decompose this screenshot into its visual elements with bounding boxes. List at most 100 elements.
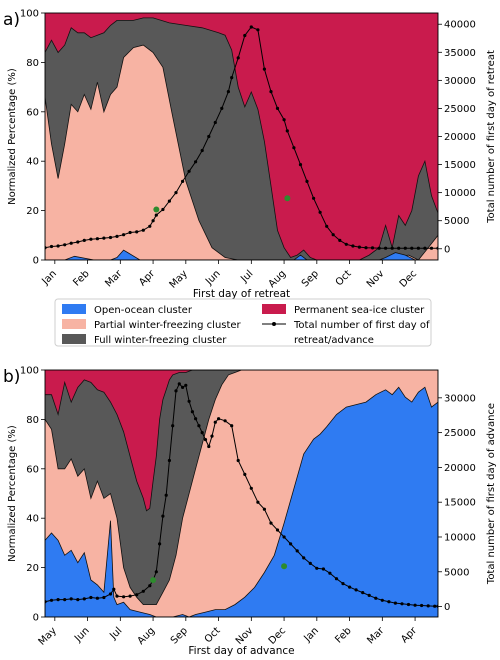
total-point xyxy=(249,486,253,490)
y2-tick-label: 20000 xyxy=(444,463,476,474)
x-tick-label: Dec xyxy=(267,625,288,646)
total-point xyxy=(374,596,378,600)
total-point xyxy=(367,593,371,598)
y2-tick-label: 10000 xyxy=(444,532,476,543)
x-tick-label: Feb xyxy=(333,625,353,645)
total-point xyxy=(154,570,158,574)
total-point xyxy=(95,237,99,241)
panel-a-chart: 0 20 40 60 80 100 0 5000 10000 15000 20000 25000 300… xyxy=(3,9,497,301)
legend-label: Permanent sea-ice cluster xyxy=(294,305,425,316)
x-tick-label: Apr xyxy=(137,268,158,289)
x-tick-label: Jan xyxy=(40,268,59,287)
total-point xyxy=(275,106,280,110)
y2-tick-label: 5000 xyxy=(444,216,469,227)
total-point xyxy=(315,566,319,570)
total-point xyxy=(217,417,221,421)
total-point xyxy=(400,602,404,606)
legend-swatch-permanent xyxy=(262,304,286,314)
y2-tick-label: 25000 xyxy=(444,428,476,439)
x-tick-label: Jan xyxy=(302,625,321,644)
total-point xyxy=(82,597,86,601)
total-point xyxy=(384,246,388,250)
total-point xyxy=(298,163,303,167)
total-point xyxy=(403,246,407,250)
total-point xyxy=(177,382,181,386)
y2-tick-label: 40000 xyxy=(444,20,476,31)
total-point xyxy=(102,595,106,600)
x-tick-label: Oct xyxy=(203,625,223,645)
legend-label: Partial winter-freezing cluster xyxy=(94,320,242,331)
total-point xyxy=(364,246,368,250)
y-tick-label: 20 xyxy=(26,206,39,217)
stacked-areas xyxy=(45,13,438,260)
total-point xyxy=(63,243,67,247)
total-point xyxy=(295,549,299,553)
total-highlight-point xyxy=(150,577,157,584)
total-point xyxy=(312,196,316,200)
x-tick-label: May xyxy=(168,268,190,290)
y-tick-label: 0 xyxy=(33,613,39,624)
total-point xyxy=(243,472,247,476)
total-point xyxy=(181,385,185,389)
total-point xyxy=(115,234,119,238)
total-point xyxy=(236,458,240,463)
total-point xyxy=(213,120,217,125)
y-tick-label: 60 xyxy=(26,464,39,475)
total-point xyxy=(128,594,132,598)
y-tick-label: 80 xyxy=(26,415,39,426)
total-point xyxy=(102,236,106,240)
y2-tick-label: 5000 xyxy=(444,567,469,578)
x-tick-label: Jul xyxy=(238,268,255,285)
total-point xyxy=(194,417,198,421)
total-point xyxy=(338,238,342,242)
total-point xyxy=(141,228,145,232)
total-point xyxy=(256,500,260,504)
total-point xyxy=(285,129,289,133)
x-tick-label: May xyxy=(37,625,59,647)
total-point xyxy=(387,600,391,604)
total-point xyxy=(161,207,165,212)
total-point xyxy=(262,507,266,511)
total-point xyxy=(190,410,194,414)
total-point xyxy=(262,67,266,71)
y2-tick-label: 30000 xyxy=(444,393,476,404)
total-point xyxy=(141,589,145,593)
total-point xyxy=(213,420,217,424)
total-point xyxy=(171,424,175,428)
plot-frame xyxy=(44,369,439,618)
y2-axis-label: Total number of first day of advance xyxy=(486,403,497,585)
total-point xyxy=(249,25,253,29)
total-point xyxy=(89,237,93,241)
x-tick-label: Mar xyxy=(103,268,125,290)
x-tick-label: Oct xyxy=(334,268,354,288)
total-point xyxy=(318,210,322,214)
total-point xyxy=(76,598,80,602)
total-point xyxy=(197,424,201,428)
x-tick-label: Apr xyxy=(399,625,420,646)
total-point xyxy=(370,246,375,250)
x-tick-label: Aug xyxy=(136,625,158,647)
total-point xyxy=(148,224,152,228)
total-point xyxy=(181,179,185,183)
total-point xyxy=(69,597,73,601)
area-open-ocean xyxy=(45,386,438,617)
total-point xyxy=(200,431,204,435)
total-point xyxy=(95,596,99,600)
total-point xyxy=(108,235,113,240)
total-point xyxy=(328,571,332,575)
total-point xyxy=(203,438,208,442)
stacked-areas xyxy=(45,370,438,617)
y-tick-label: 40 xyxy=(26,514,39,525)
total-point xyxy=(167,199,171,203)
total-point xyxy=(351,244,355,248)
y-tick-label: 100 xyxy=(20,9,39,20)
total-point xyxy=(410,246,414,250)
total-point xyxy=(308,561,312,566)
area-partial xyxy=(45,44,438,260)
total-point xyxy=(63,598,67,602)
total-point xyxy=(108,592,113,596)
total-point xyxy=(236,56,240,60)
total-point xyxy=(426,604,430,608)
total-point xyxy=(207,444,211,449)
